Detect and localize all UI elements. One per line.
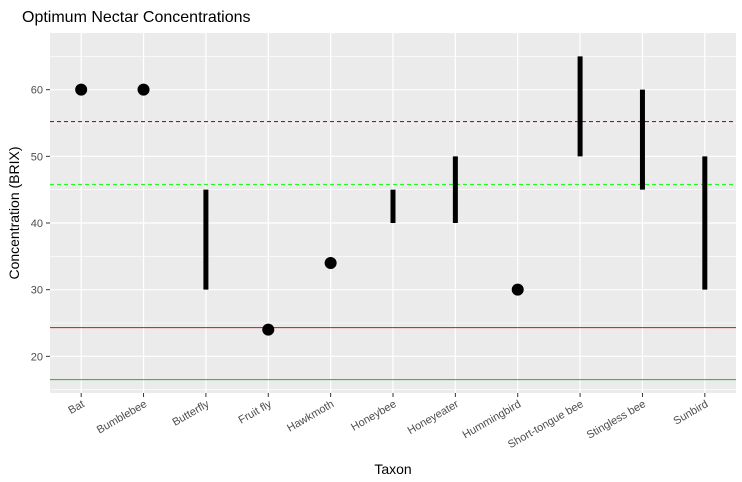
- y-tick-label: 20: [31, 351, 43, 363]
- y-axis-title: Concentration (BRIX): [6, 146, 22, 279]
- x-tick-label: Stingless bee: [585, 398, 648, 441]
- y-tick-label: 40: [31, 218, 43, 230]
- chart-title: Optimum Nectar Concentrations: [22, 9, 251, 26]
- reference-lines: [50, 121, 736, 381]
- y-axis: 20 30 40 50 60: [31, 85, 50, 363]
- x-tick-label: Bumblebee: [95, 398, 149, 436]
- point-bumblebee: [137, 83, 150, 96]
- y-tick-label: 50: [31, 151, 43, 163]
- x-tick-label: Honeyeater: [406, 398, 462, 437]
- point-hawkmoth: [324, 257, 337, 269]
- y-tick-label: 60: [31, 85, 43, 97]
- x-tick-label: Honeybee: [349, 398, 398, 433]
- y-tick-label: 30: [31, 285, 43, 297]
- x-tick-label: Hawkmoth: [285, 398, 336, 434]
- point-bat: [75, 83, 88, 96]
- point-fruit-fly: [262, 323, 275, 336]
- x-tick-label: Fruit fly: [237, 398, 275, 427]
- x-axis-title: Taxon: [374, 461, 411, 477]
- point-hummingbird: [511, 283, 524, 296]
- x-axis: Bat Bumblebee Butterfly Fruit fly Hawkmoth Ho…: [66, 393, 710, 451]
- x-tick-label: Bat: [66, 398, 86, 417]
- x-tick-label: Sunbird: [671, 398, 710, 427]
- data-marks: [75, 56, 708, 336]
- x-tick-label: Butterfly: [170, 398, 211, 429]
- x-tick-label: Hummingbird: [461, 398, 524, 441]
